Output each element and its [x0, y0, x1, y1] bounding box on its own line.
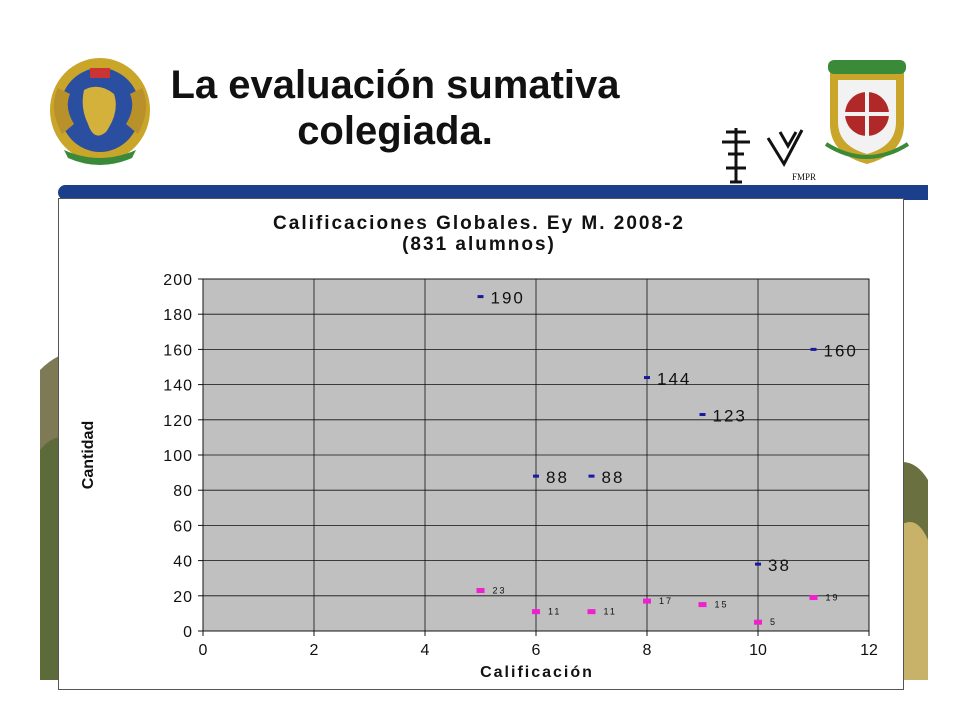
unam-logo-icon: [50, 58, 150, 165]
slide-title: La evaluación sumativa colegiada.: [170, 63, 620, 153]
fmpr-label: FMPR: [792, 172, 816, 182]
x-axis-label: Calificación: [480, 664, 594, 681]
data-label: 144: [657, 370, 691, 389]
data-point: [476, 588, 485, 594]
data-point: [810, 347, 817, 351]
y-tick-label: 180: [163, 307, 193, 324]
data-label: 88: [546, 468, 569, 487]
x-tick-label: 8: [643, 642, 652, 659]
y-tick-label: 160: [163, 342, 193, 359]
data-point: [587, 609, 596, 615]
x-tick-label: 0: [199, 642, 208, 659]
x-tick-label: 10: [749, 642, 767, 659]
data-point: [698, 602, 707, 608]
data-point: [755, 562, 761, 566]
data-label: 11: [604, 607, 617, 617]
data-label: 5: [770, 617, 777, 627]
chart-frame: Calificaciones Globales. Ey M. 2008-2 (8…: [58, 198, 904, 690]
y-tick-label: 60: [173, 518, 193, 535]
data-label: 160: [824, 341, 858, 360]
data-point: [533, 474, 539, 478]
chart-title: Calificaciones Globales. Ey M. 2008-2: [273, 213, 685, 234]
chart-subtitle: (831 alumnos): [402, 234, 556, 255]
y-axis-label: Cantidad: [80, 421, 97, 489]
x-tick-label: 4: [421, 642, 430, 659]
y-tick-label: 0: [183, 624, 193, 641]
header-accent-bar: [58, 185, 928, 200]
scatter-chart: Calificaciones Globales. Ey M. 2008-2 (8…: [80, 213, 878, 681]
x-tick-label: 2: [310, 642, 319, 659]
data-label: 190: [491, 289, 525, 308]
y-tick-label: 120: [163, 413, 193, 430]
y-tick-label: 140: [163, 378, 193, 395]
data-point: [754, 619, 762, 625]
data-label: 17: [659, 596, 673, 606]
x-tick-label: 12: [860, 642, 878, 659]
ingenieria-logo-icon: [824, 60, 910, 164]
data-label: 23: [493, 586, 507, 596]
data-point: [588, 474, 595, 478]
data-label: 123: [713, 407, 747, 426]
data-point: [643, 598, 651, 604]
data-label: 38: [768, 556, 791, 575]
y-tick-label: 40: [173, 554, 193, 571]
data-label: 11: [548, 607, 561, 617]
y-tick-label: 80: [173, 483, 193, 500]
data-label: 15: [715, 600, 729, 610]
plot-area: 0 20 40 60 80 100 120 140 160 180 200 0 2 4 6 8 10 12 190 8…: [163, 272, 878, 659]
y-tick-label: 100: [163, 448, 193, 465]
data-point: [809, 595, 818, 601]
y-tick-label: 20: [173, 589, 193, 606]
data-point: [532, 609, 540, 615]
data-label: 19: [826, 593, 840, 603]
data-point: [477, 295, 484, 299]
x-tick-label: 6: [532, 642, 541, 659]
data-label: 88: [602, 468, 625, 487]
data-point: [644, 376, 650, 380]
y-tick-label: 200: [163, 272, 193, 289]
fmpr-logo-icon: FMPR: [722, 128, 816, 184]
data-point: [699, 413, 706, 417]
